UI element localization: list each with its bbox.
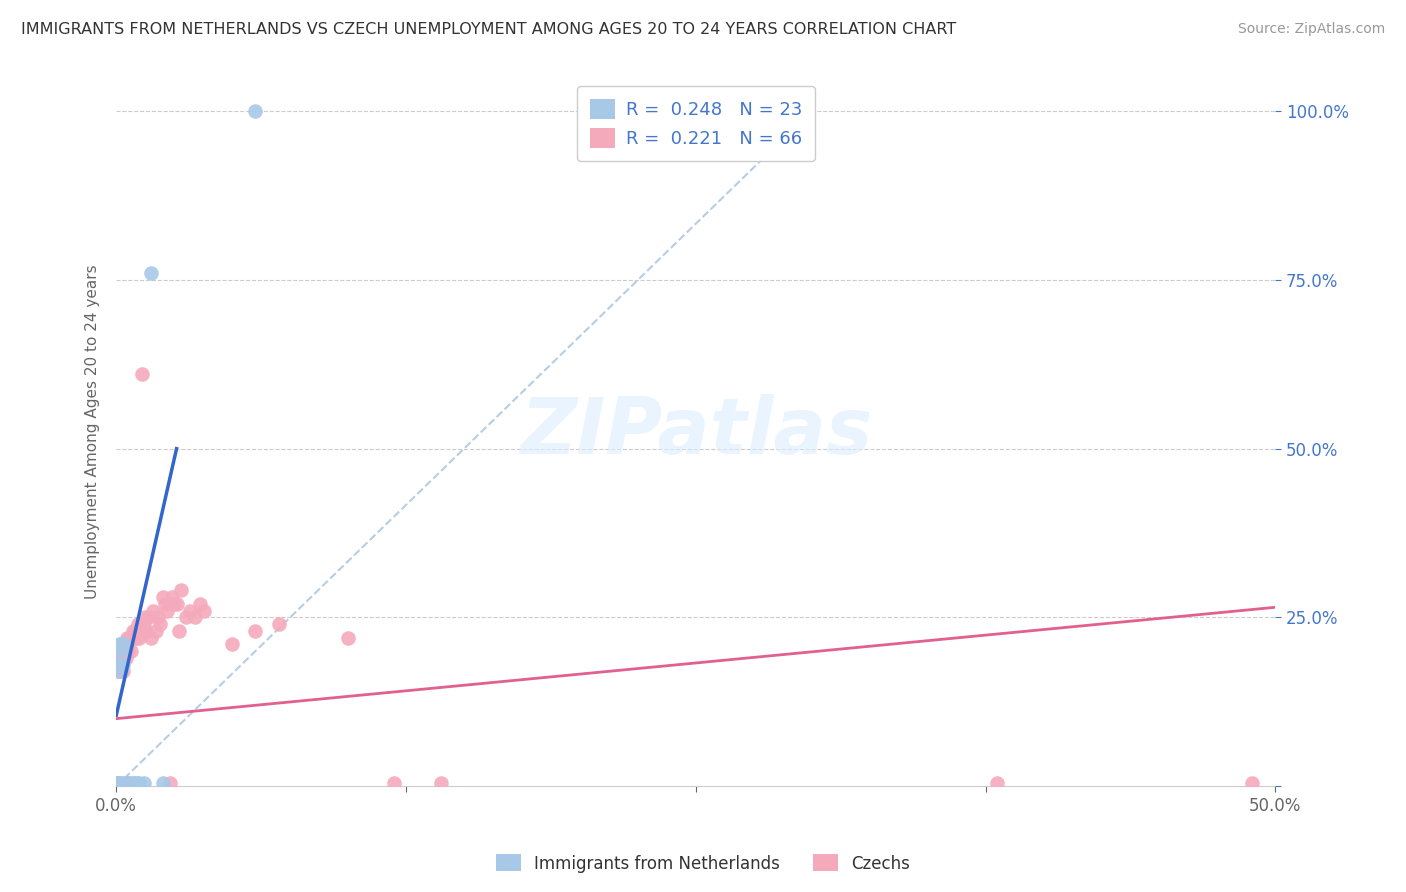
Point: [107, 665, 129, 679]
Point: [120, 631, 142, 645]
Point: [117, 776, 139, 790]
Point: [184, 610, 207, 624]
Point: [152, 590, 174, 604]
Y-axis label: Unemployment Among Ages 20 to 24 years: Unemployment Among Ages 20 to 24 years: [86, 265, 100, 599]
Point: [193, 604, 215, 618]
Point: [128, 631, 150, 645]
Point: [156, 604, 179, 618]
Point: [115, 776, 138, 790]
Point: [107, 776, 129, 790]
Point: [245, 104, 267, 119]
Point: [131, 368, 153, 382]
Point: [160, 590, 183, 604]
Point: [118, 631, 141, 645]
Point: [111, 644, 134, 658]
Point: [114, 776, 136, 790]
Point: [139, 266, 162, 280]
Point: [337, 631, 360, 645]
Point: [166, 597, 188, 611]
Point: [179, 604, 201, 618]
Point: [110, 665, 132, 679]
Point: [188, 597, 211, 611]
Point: [117, 637, 139, 651]
Point: [117, 644, 139, 658]
Point: [125, 631, 148, 645]
Point: [108, 637, 131, 651]
Point: [145, 624, 167, 638]
Point: [110, 637, 132, 651]
Point: [132, 617, 155, 632]
Point: [107, 776, 129, 790]
Point: [245, 624, 267, 638]
Point: [121, 776, 143, 790]
Point: [107, 657, 129, 672]
Point: [112, 637, 135, 651]
Point: [134, 610, 156, 624]
Point: [430, 776, 453, 790]
Point: [159, 776, 181, 790]
Point: [153, 597, 176, 611]
Point: [127, 617, 149, 632]
Point: [1241, 776, 1264, 790]
Point: [135, 624, 157, 638]
Point: [138, 610, 160, 624]
Point: [110, 776, 132, 790]
Point: [108, 651, 131, 665]
Text: ZIPatlas: ZIPatlas: [520, 393, 872, 470]
Point: [120, 776, 142, 790]
Point: [112, 657, 135, 672]
Point: [124, 776, 146, 790]
Point: [142, 604, 165, 618]
Point: [149, 617, 172, 632]
Point: [108, 665, 131, 679]
Point: [114, 776, 136, 790]
Point: [163, 597, 186, 611]
Point: [174, 610, 197, 624]
Point: [132, 624, 155, 638]
Point: [170, 583, 193, 598]
Legend: R =  0.248   N = 23, R =  0.221   N = 66: R = 0.248 N = 23, R = 0.221 N = 66: [576, 87, 814, 161]
Point: [112, 644, 135, 658]
Point: [152, 776, 174, 790]
Point: [127, 624, 149, 638]
Point: [110, 651, 132, 665]
Text: Source: ZipAtlas.com: Source: ZipAtlas.com: [1237, 22, 1385, 37]
Point: [267, 617, 290, 632]
Point: [384, 776, 406, 790]
Point: [105, 776, 128, 790]
Point: [112, 665, 135, 679]
Point: [146, 610, 169, 624]
Point: [112, 644, 135, 658]
Point: [122, 631, 145, 645]
Point: [167, 624, 190, 638]
Point: [110, 657, 132, 672]
Point: [107, 776, 129, 790]
Point: [128, 776, 150, 790]
Point: [986, 776, 1008, 790]
Point: [110, 665, 132, 679]
Point: [114, 651, 136, 665]
Point: [115, 631, 138, 645]
Point: [111, 776, 134, 790]
Point: [110, 644, 132, 658]
Point: [111, 657, 134, 672]
Legend: Immigrants from Netherlands, Czechs: Immigrants from Netherlands, Czechs: [489, 847, 917, 880]
Text: IMMIGRANTS FROM NETHERLANDS VS CZECH UNEMPLOYMENT AMONG AGES 20 TO 24 YEARS CORR: IMMIGRANTS FROM NETHERLANDS VS CZECH UNE…: [21, 22, 956, 37]
Point: [108, 776, 131, 790]
Point: [132, 776, 155, 790]
Point: [108, 657, 131, 672]
Point: [107, 657, 129, 672]
Point: [107, 776, 129, 790]
Point: [139, 631, 162, 645]
Point: [221, 637, 243, 651]
Point: [115, 637, 138, 651]
Point: [120, 644, 142, 658]
Point: [121, 624, 143, 638]
Point: [127, 776, 149, 790]
Point: [124, 624, 146, 638]
